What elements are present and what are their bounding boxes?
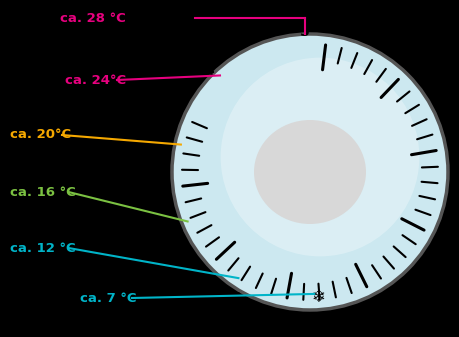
Text: 2: 2 — [174, 226, 183, 240]
Text: ca. 16 °C: ca. 16 °C — [10, 185, 76, 198]
Text: ca. 24°C: ca. 24°C — [65, 73, 126, 87]
Text: 1: 1 — [232, 290, 242, 305]
Circle shape — [172, 34, 447, 310]
Text: ca. 20°C: ca. 20°C — [10, 128, 71, 142]
Text: ca. 12 °C: ca. 12 °C — [10, 242, 75, 254]
Text: ca. 28 °C: ca. 28 °C — [60, 11, 125, 25]
Text: ❄: ❄ — [311, 288, 325, 306]
Text: 3: 3 — [162, 140, 172, 154]
Circle shape — [220, 58, 419, 256]
Text: ca. 7 °C: ca. 7 °C — [80, 292, 136, 305]
Text: 5: 5 — [300, 25, 309, 39]
Text: 4: 4 — [203, 64, 213, 78]
Ellipse shape — [253, 120, 365, 224]
